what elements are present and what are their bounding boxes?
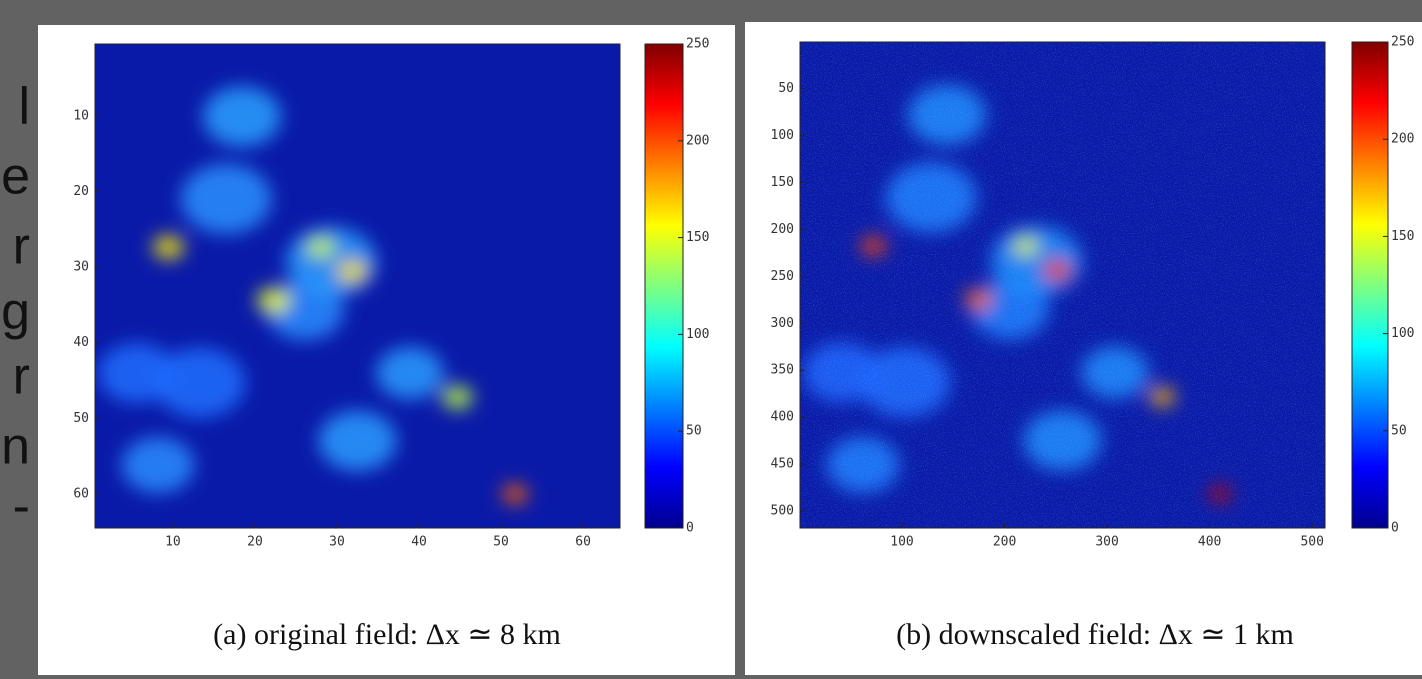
side-text: n [1,418,30,476]
heatmap-image [800,42,1325,528]
colorbar-tick-label: 50 [1391,423,1407,438]
colorbar-tick-label: 250 [1391,35,1414,50]
colorbar-tick-label: 0 [686,521,694,536]
plot-frame [94,43,621,529]
heatmap-feature [98,343,176,404]
heatmap-feature [152,235,185,260]
heatmap-image [95,44,620,528]
x-tick-label: 300 [1095,535,1118,550]
x-tick-label: 200 [993,535,1016,550]
heatmap-feature [285,226,377,297]
colorbar-tick-label: 0 [1391,521,1399,536]
colorbar-tick-label: 200 [1391,132,1414,147]
heatmap-feature [306,236,336,259]
colorbar-tick-label: 150 [1391,229,1414,244]
heatmap-feature [154,347,246,418]
colorbar-tick-label: 250 [686,37,709,52]
y-tick-label: 50 [778,81,794,96]
heatmap-feature [336,259,368,284]
colorbar-tick-label: 150 [686,230,709,245]
colorbar-tick-label: 200 [686,133,709,148]
y-tick-label: 10 [73,108,89,123]
x-tick-label: 40 [411,535,427,550]
y-tick-label: 250 [771,269,794,284]
colorbar-tick-label: 100 [1391,326,1414,341]
x-tick-label: 50 [493,535,509,550]
heatmap-feature [376,347,444,400]
heatmap-feature [441,385,473,410]
heatmap-feature [502,484,528,505]
heatmap-feature [318,410,397,471]
side-text: r [13,348,30,406]
side-text: r [13,218,30,276]
heatmap-feature [256,287,291,314]
y-tick-label: 30 [73,260,89,275]
colorbar [644,43,684,529]
side-text: g [1,283,30,341]
x-tick-label: 10 [165,535,181,550]
colorbar-tick-label: 100 [686,327,709,342]
y-tick-label: 300 [771,316,794,331]
colorbar [1351,41,1389,529]
heatmap-speckle [800,42,1325,528]
heatmap-features [98,86,528,505]
caption: (a) original field: Δx ≃ 8 km [213,618,561,651]
x-tick-label: 500 [1300,535,1323,550]
y-tick-label: 100 [771,128,794,143]
y-tick-label: 40 [73,335,89,350]
x-tick-label: 400 [1198,535,1221,550]
x-tick-label: 100 [890,535,913,550]
y-tick-label: 50 [73,411,89,426]
heatmap-feature [203,86,281,147]
side-text: e [1,148,30,206]
side-text: l [18,78,30,136]
x-tick-label: 60 [575,535,591,550]
colorbar-tick-label: 50 [686,424,702,439]
heatmap-feature [121,437,195,494]
x-tick-label: 30 [329,535,345,550]
y-tick-label: 450 [771,457,794,472]
heatmap-feature [180,163,272,234]
y-tick-label: 400 [771,410,794,425]
y-tick-label: 350 [771,363,794,378]
y-tick-label: 20 [73,184,89,199]
y-tick-label: 60 [73,486,89,501]
y-tick-label: 500 [771,504,794,519]
plot-frame [799,41,1326,529]
y-tick-label: 150 [771,175,794,190]
y-tick-label: 200 [771,222,794,237]
side-text: - [13,478,30,536]
x-tick-label: 20 [247,535,263,550]
caption: (b) downscaled field: Δx ≃ 1 km [896,618,1294,651]
